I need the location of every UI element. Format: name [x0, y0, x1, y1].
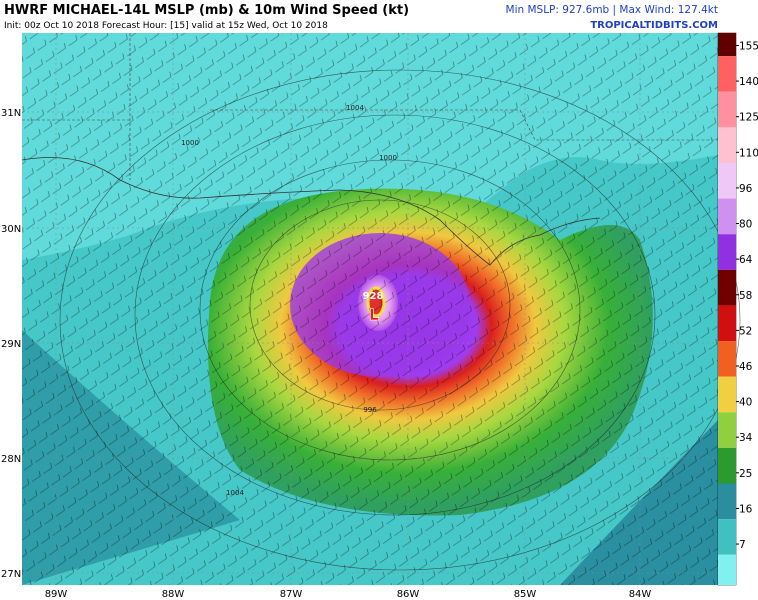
colorbar-segment — [718, 162, 736, 199]
contour-label: 1004 — [226, 489, 244, 497]
longitude-label: 85W — [514, 589, 537, 600]
longitude-label: 84W — [629, 589, 652, 600]
longitude-label: 89W — [45, 589, 68, 600]
colorbar-label: 80 — [739, 219, 752, 231]
colorbar-label: 96 — [739, 183, 753, 195]
colorbar-segment — [718, 56, 736, 92]
colorbar-label: 16 — [739, 503, 753, 515]
contour-label: 1000 — [379, 154, 397, 162]
colorbar-label: 64 — [739, 254, 753, 266]
colorbar-segment — [718, 447, 736, 484]
colorbar-segment — [718, 483, 736, 520]
colorbar-segment — [718, 554, 736, 585]
latitude-label: 29N — [1, 339, 21, 350]
latitude-label: 28N — [1, 454, 21, 465]
latitude-label: 30N — [1, 224, 21, 235]
colorbar-label: 140 — [739, 76, 758, 88]
colorbar-segment — [718, 305, 736, 342]
longitude-label: 88W — [162, 589, 185, 600]
subtitle: Init: 00z Oct 10 2018 Forecast Hour: [15… — [4, 21, 328, 31]
colorbar-segment — [718, 412, 736, 448]
contour-label: 1000 — [181, 139, 199, 147]
longitude-label: 87W — [280, 589, 303, 600]
title: HWRF MICHAEL-14L MSLP (mb) & 10m Wind Sp… — [4, 3, 409, 18]
longitude-label: 86W — [397, 589, 420, 600]
colorbar-label: 25 — [739, 468, 752, 480]
colorbar-label: 34 — [739, 432, 753, 444]
contour-label: 1004 — [346, 104, 364, 112]
colorbar-label: 110 — [739, 147, 758, 159]
colorbar-label: 125 — [739, 112, 758, 124]
colorbar-label: 155 — [739, 40, 758, 52]
contour-label: 996 — [363, 406, 377, 414]
low-marker: L — [369, 305, 379, 324]
contour-label: 928 — [363, 291, 384, 302]
colorbar-segment — [718, 234, 736, 270]
colorbar-label: 7 — [739, 539, 746, 551]
colorbar-label: 46 — [739, 361, 753, 373]
colorbar-segment — [718, 91, 736, 128]
site: TROPICALTIDBITS.COM — [590, 20, 718, 31]
colorbar-label: 40 — [739, 397, 752, 409]
colorbar-segment — [718, 127, 736, 163]
map-area — [21, 33, 741, 585]
colorbar-segment — [718, 341, 736, 377]
colorbar-label: 58 — [739, 290, 752, 302]
colorbar-segment — [718, 519, 736, 555]
latitude-label: 31N — [1, 108, 21, 119]
colorbar-segment — [718, 376, 736, 413]
colorbar-segment — [718, 198, 736, 235]
stats: Min MSLP: 927.6mb | Max Wind: 127.4kt — [506, 4, 718, 16]
colorbar-label: 52 — [739, 325, 752, 337]
colorbar-segment — [718, 33, 736, 57]
colorbar-segment — [718, 269, 736, 306]
latitude-label: 27N — [1, 569, 21, 580]
